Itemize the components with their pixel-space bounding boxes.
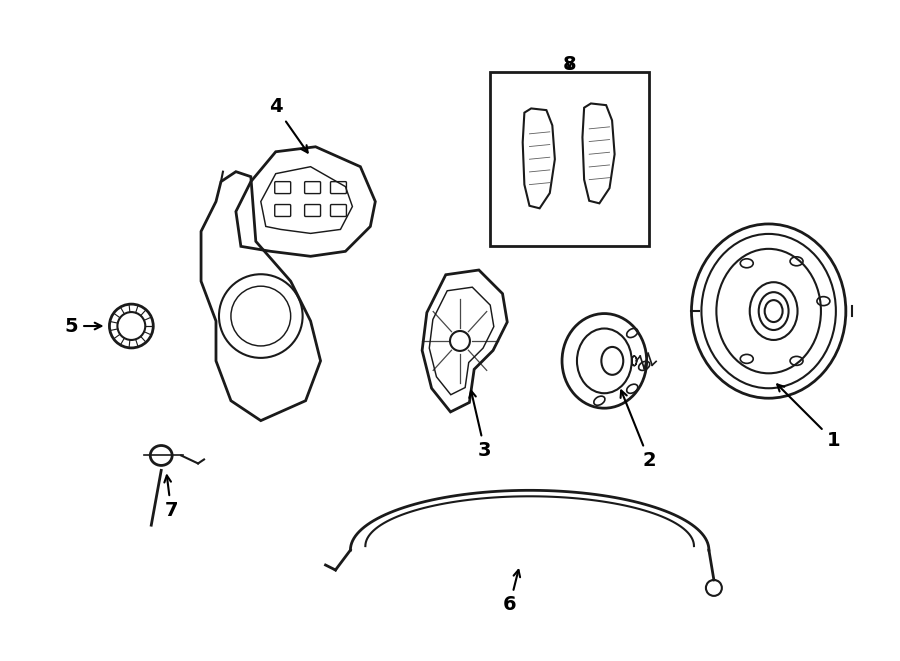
Text: 1: 1: [778, 385, 841, 450]
Text: 4: 4: [269, 97, 308, 153]
Text: 3: 3: [469, 391, 491, 460]
Text: 6: 6: [503, 570, 520, 614]
Text: 8: 8: [562, 55, 576, 73]
Bar: [490, 72, 649, 247]
Text: 5: 5: [65, 317, 102, 336]
Text: 2: 2: [621, 391, 656, 470]
Text: 7: 7: [165, 475, 178, 520]
